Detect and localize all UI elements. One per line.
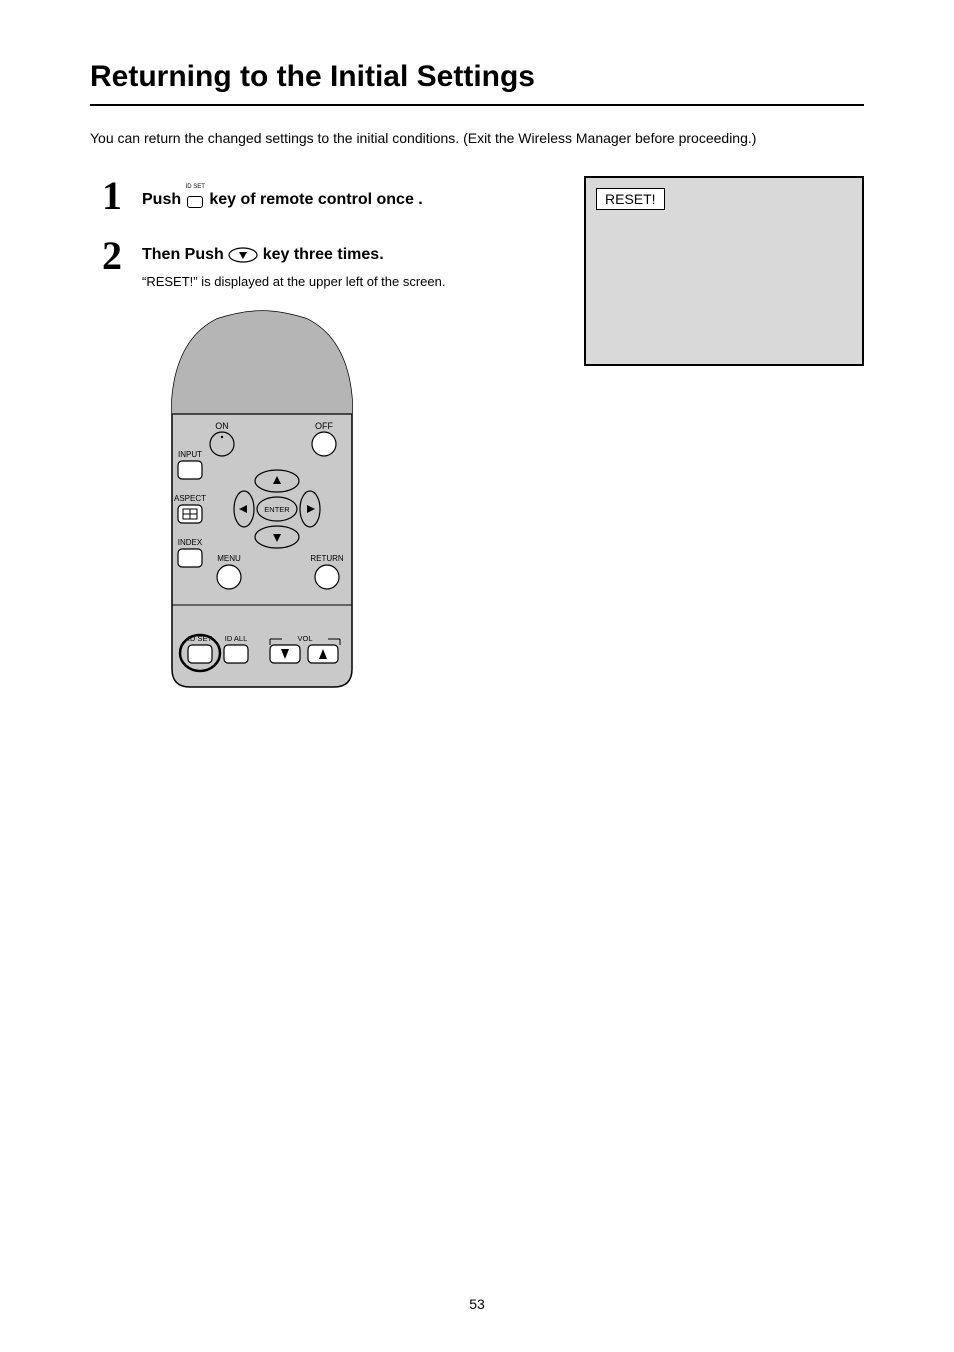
on-led-dot [221,436,223,438]
step-2-note: “RESET!” is displayed at the upper left … [142,274,556,289]
remote-svg: ON OFF INPUT ASPECT INDE [142,309,382,689]
idset-button [188,645,212,663]
off-button [312,432,336,456]
step-2-body: Then Push key three times. “RESET!” is d… [142,236,556,289]
step-2-heading: Then Push key three times. [142,244,556,270]
step-2-pre: Then Push [142,246,228,263]
idset-key-icon: ID SET [186,184,205,213]
page-title: Returning to the Initial Settings [90,60,864,106]
content-row: 1 Push ID SET key of remote control once… [90,176,864,694]
menu-label: MENU [217,554,241,563]
reset-badge: RESET! [596,188,665,210]
screen-preview: RESET! [584,176,864,366]
off-label: OFF [315,421,333,431]
on-button [210,432,234,456]
step-2-post: key three times. [263,246,384,263]
menu-button [217,565,241,589]
index-label: INDEX [178,538,203,547]
key-box-icon [187,196,203,208]
down-arrow-key-icon [228,247,258,270]
page-number: 53 [0,1296,954,1312]
step-1-number: 1 [90,176,134,216]
idset-label: ID SET [186,184,205,190]
page-root: Returning to the Initial Settings You ca… [0,0,954,694]
on-label: ON [215,421,229,431]
right-column: RESET! [584,176,864,694]
step-2-number: 2 [90,236,134,276]
return-label: RETURN [310,554,344,563]
remote-diagram: ON OFF INPUT ASPECT INDE [142,309,556,694]
step-1: 1 Push ID SET key of remote control once… [90,176,556,216]
index-button [178,549,202,567]
step-1-heading: Push ID SET key of remote control once . [142,184,556,213]
enter-label: ENTER [264,505,290,514]
remote-top-panel [172,311,352,414]
intro-text: You can return the changed settings to t… [90,130,864,146]
input-button [178,461,202,479]
input-label: INPUT [178,450,202,459]
step-2: 2 Then Push key three times. “RESET!” is… [90,236,556,289]
vol-label: VOL [297,634,312,643]
idall-label: ID ALL [225,634,248,643]
aspect-label: ASPECT [174,494,206,503]
step-1-body: Push ID SET key of remote control once . [142,176,556,213]
idall-button [224,645,248,663]
return-button [315,565,339,589]
step-1-pre: Push [142,191,186,208]
steps-column: 1 Push ID SET key of remote control once… [90,176,556,694]
step-1-post: key of remote control once . [209,191,422,208]
